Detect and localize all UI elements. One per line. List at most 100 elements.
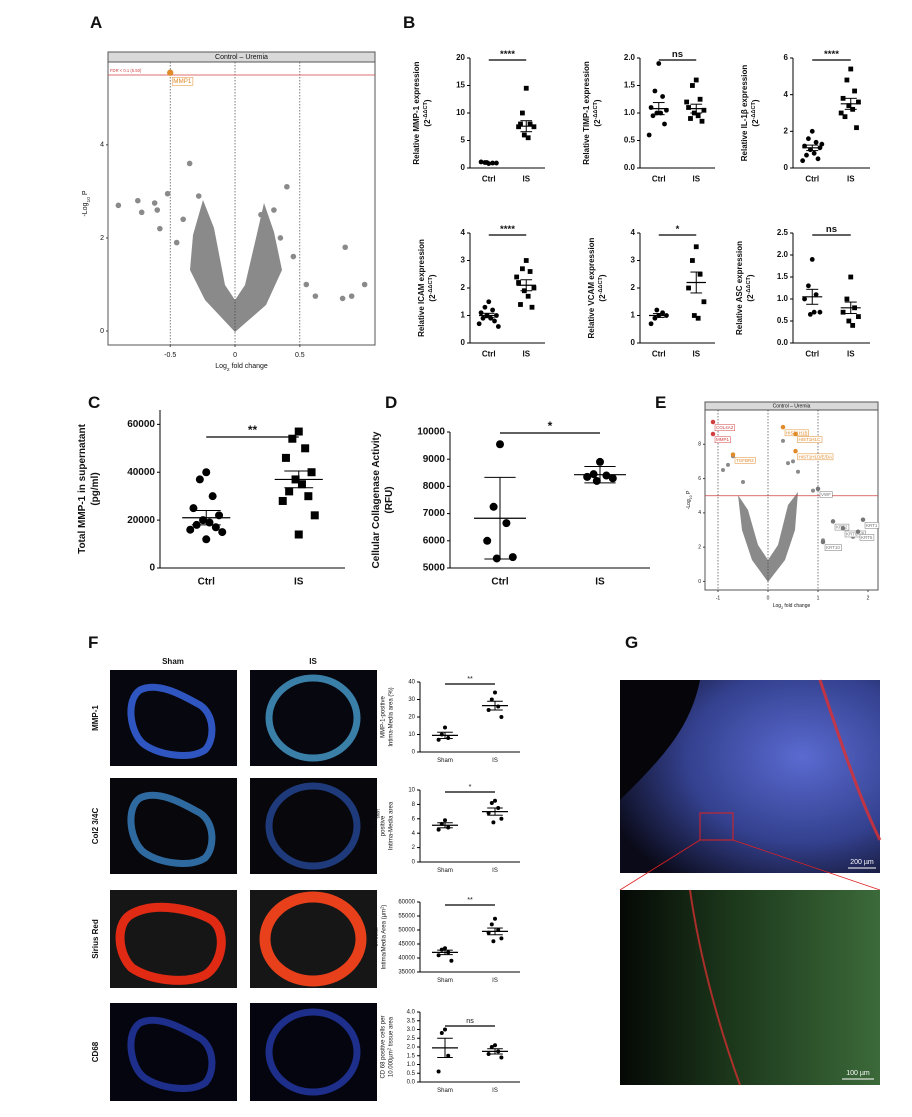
y-tick-label: 40000: [127, 467, 155, 478]
data-point: [180, 216, 186, 223]
y-tick-label: 8000: [423, 481, 446, 492]
label-box: [734, 457, 756, 464]
error-bar: [191, 510, 221, 526]
data-point: [499, 715, 504, 719]
y-tick-label: 0.5: [777, 316, 789, 325]
point-label: HIST1H1D/E/DA: [799, 454, 833, 459]
y-axis-label-part: Total MMP-1 in supernatant: [77, 423, 88, 553]
vessel: [115, 902, 226, 985]
data-point: [138, 209, 145, 216]
x-tick-label: Ctrl: [491, 577, 508, 588]
x-tick-label: Sham: [437, 758, 453, 764]
zoom-line: [732, 839, 881, 891]
data-point: [446, 1053, 451, 1058]
tissue-edge: [689, 889, 741, 1086]
y-tick-label: 0: [631, 338, 636, 347]
data-point: [697, 96, 703, 102]
data-point: [840, 309, 846, 315]
data-point: [686, 285, 691, 291]
data-point: [523, 85, 529, 91]
significance-label: *: [676, 224, 680, 235]
data-point: [483, 536, 492, 545]
data-point: [846, 103, 852, 109]
y-axis-label-part: -ΔΔCT: [598, 277, 604, 295]
labeled-point: [710, 419, 716, 425]
data-point: [496, 440, 504, 449]
row-label: CD68: [91, 1041, 100, 1062]
point-label: COL4A2: [716, 425, 734, 430]
data-point: [652, 88, 658, 94]
y-tick-label: 0: [461, 338, 466, 347]
y-axis-label-part: ): [593, 99, 602, 102]
data-point: [491, 820, 496, 825]
labeled-point: [820, 539, 826, 545]
y-axis-label: (2-ΔΔCT): [423, 99, 432, 127]
data-point: [844, 77, 850, 83]
y-tick-label: 10: [408, 788, 415, 794]
data-point: [115, 202, 122, 209]
data-point: [691, 313, 697, 318]
y-axis-label-part: -ΔΔCT: [746, 277, 752, 295]
data-point: [652, 315, 658, 321]
significance-label: ns: [466, 1016, 474, 1025]
threshold-label: FDR < 0.1 (5.50): [110, 68, 142, 73]
y-tick-label: 4: [631, 228, 636, 237]
y-axis-label: Total MMP-1 in supernatant: [77, 423, 88, 553]
data-point: [525, 293, 531, 299]
y-tick-label: 1: [631, 311, 636, 320]
data-point: [288, 434, 297, 443]
data-point: [307, 468, 316, 477]
data-point: [521, 132, 527, 138]
x-tick-label: 2: [867, 595, 870, 601]
y-tick-label: 4: [698, 510, 701, 516]
y-axis-label: 10.000µm2 tissue area: [386, 1016, 395, 1077]
data-point: [660, 310, 665, 316]
y-tick-label: 2: [100, 235, 104, 242]
x-tick-label: -0.5: [164, 352, 176, 359]
y-axis-label-part: ): [746, 274, 755, 277]
data-point: [529, 304, 535, 310]
data-point: [650, 113, 656, 119]
y-axis-label: (2-ΔΔCT): [751, 99, 760, 127]
error-bar: [806, 288, 819, 305]
data-point: [284, 183, 290, 190]
y-tick-label: 4: [784, 90, 789, 99]
y-tick-label: 2.0: [407, 1045, 416, 1051]
y-tick-label: 4: [461, 228, 466, 237]
y-tick-label: 6000: [423, 535, 446, 546]
y-axis-label-part: Circular: [373, 927, 379, 948]
error-bar: [284, 470, 314, 489]
x-tick-label: IS: [294, 577, 304, 588]
error-bar: [584, 466, 616, 484]
y-tick-label: 2.5: [407, 1036, 416, 1042]
y-tick-label: 0.0: [777, 338, 789, 347]
data-point: [840, 95, 846, 101]
significance-label: **: [248, 423, 258, 437]
data-point: [809, 128, 815, 134]
data-point: [499, 816, 504, 821]
data-point: [662, 121, 667, 127]
data-point: [195, 475, 204, 484]
y-axis-label-part: Col2 3/4C: [372, 818, 378, 845]
y-tick-label: 1.0: [407, 1062, 416, 1068]
data-point: [701, 299, 707, 305]
data-point: [695, 315, 701, 321]
column-header: IS: [309, 657, 317, 666]
data-point: [848, 66, 854, 72]
micrograph-row: [110, 778, 377, 874]
data-point: [608, 474, 617, 483]
data-point: [525, 135, 531, 141]
data-point: [660, 94, 665, 99]
data-point: [514, 274, 520, 280]
y-axis-label: Relative MMP-1 expression: [412, 61, 421, 164]
point-label: HIST1H1C: [799, 437, 822, 442]
y-tick-label: 40: [408, 680, 415, 686]
title-bar: [704, 401, 879, 411]
data-point: [312, 293, 319, 299]
micrograph-row: [110, 890, 377, 988]
panel-letter: D: [385, 393, 397, 412]
data-point: [844, 296, 850, 302]
significance-label: ns: [672, 49, 683, 60]
data-point: [493, 690, 497, 695]
data-point: [656, 61, 662, 66]
